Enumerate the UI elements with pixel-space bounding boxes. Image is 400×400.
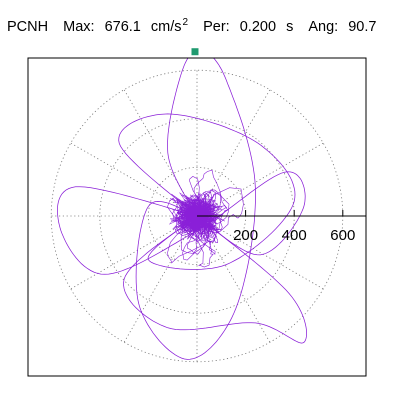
max-label: Max: — [63, 19, 95, 35]
grid-spoke — [196, 215, 324, 290]
radial-tick-label: 400 — [282, 227, 307, 244]
radial-axis: 200 400 600 — [197, 210, 366, 244]
radial-tick-label: 200 — [233, 227, 258, 244]
max-unit: cm/s — [150, 19, 182, 35]
max-value: 676.1 — [104, 19, 141, 35]
orbit-trace-layer — [57, 58, 307, 360]
plot-header: PCNH Max: 676.1 cm/s2 Per: 0.200 s Ang: … — [7, 18, 376, 35]
peak-marker-layer — [191, 48, 199, 56]
per-unit: s — [286, 19, 294, 35]
grid-spoke — [196, 89, 271, 217]
radial-tick-label: 600 — [330, 227, 355, 244]
peak-marker — [191, 48, 199, 56]
ang-label: Ang: — [308, 19, 339, 35]
grid-spoke — [196, 215, 271, 343]
orbit-trace-core — [169, 191, 225, 242]
orbit-trace-loop — [123, 215, 307, 344]
grid-spoke — [196, 142, 324, 217]
max-unit-exponent: 2 — [182, 17, 189, 28]
station-code: PCNH — [7, 19, 49, 35]
grid-spoke — [123, 215, 198, 343]
per-label: Per: — [203, 19, 230, 35]
grid-spoke — [70, 142, 198, 217]
orbit-trace-loop — [118, 113, 296, 270]
plot-frame — [27, 57, 367, 377]
ang-value: 90.7 — [348, 19, 377, 35]
per-value: 0.200 — [239, 19, 277, 35]
grid-spoke — [70, 215, 198, 290]
orbit-trace-loop — [135, 58, 256, 360]
grid-spoke — [123, 89, 198, 217]
